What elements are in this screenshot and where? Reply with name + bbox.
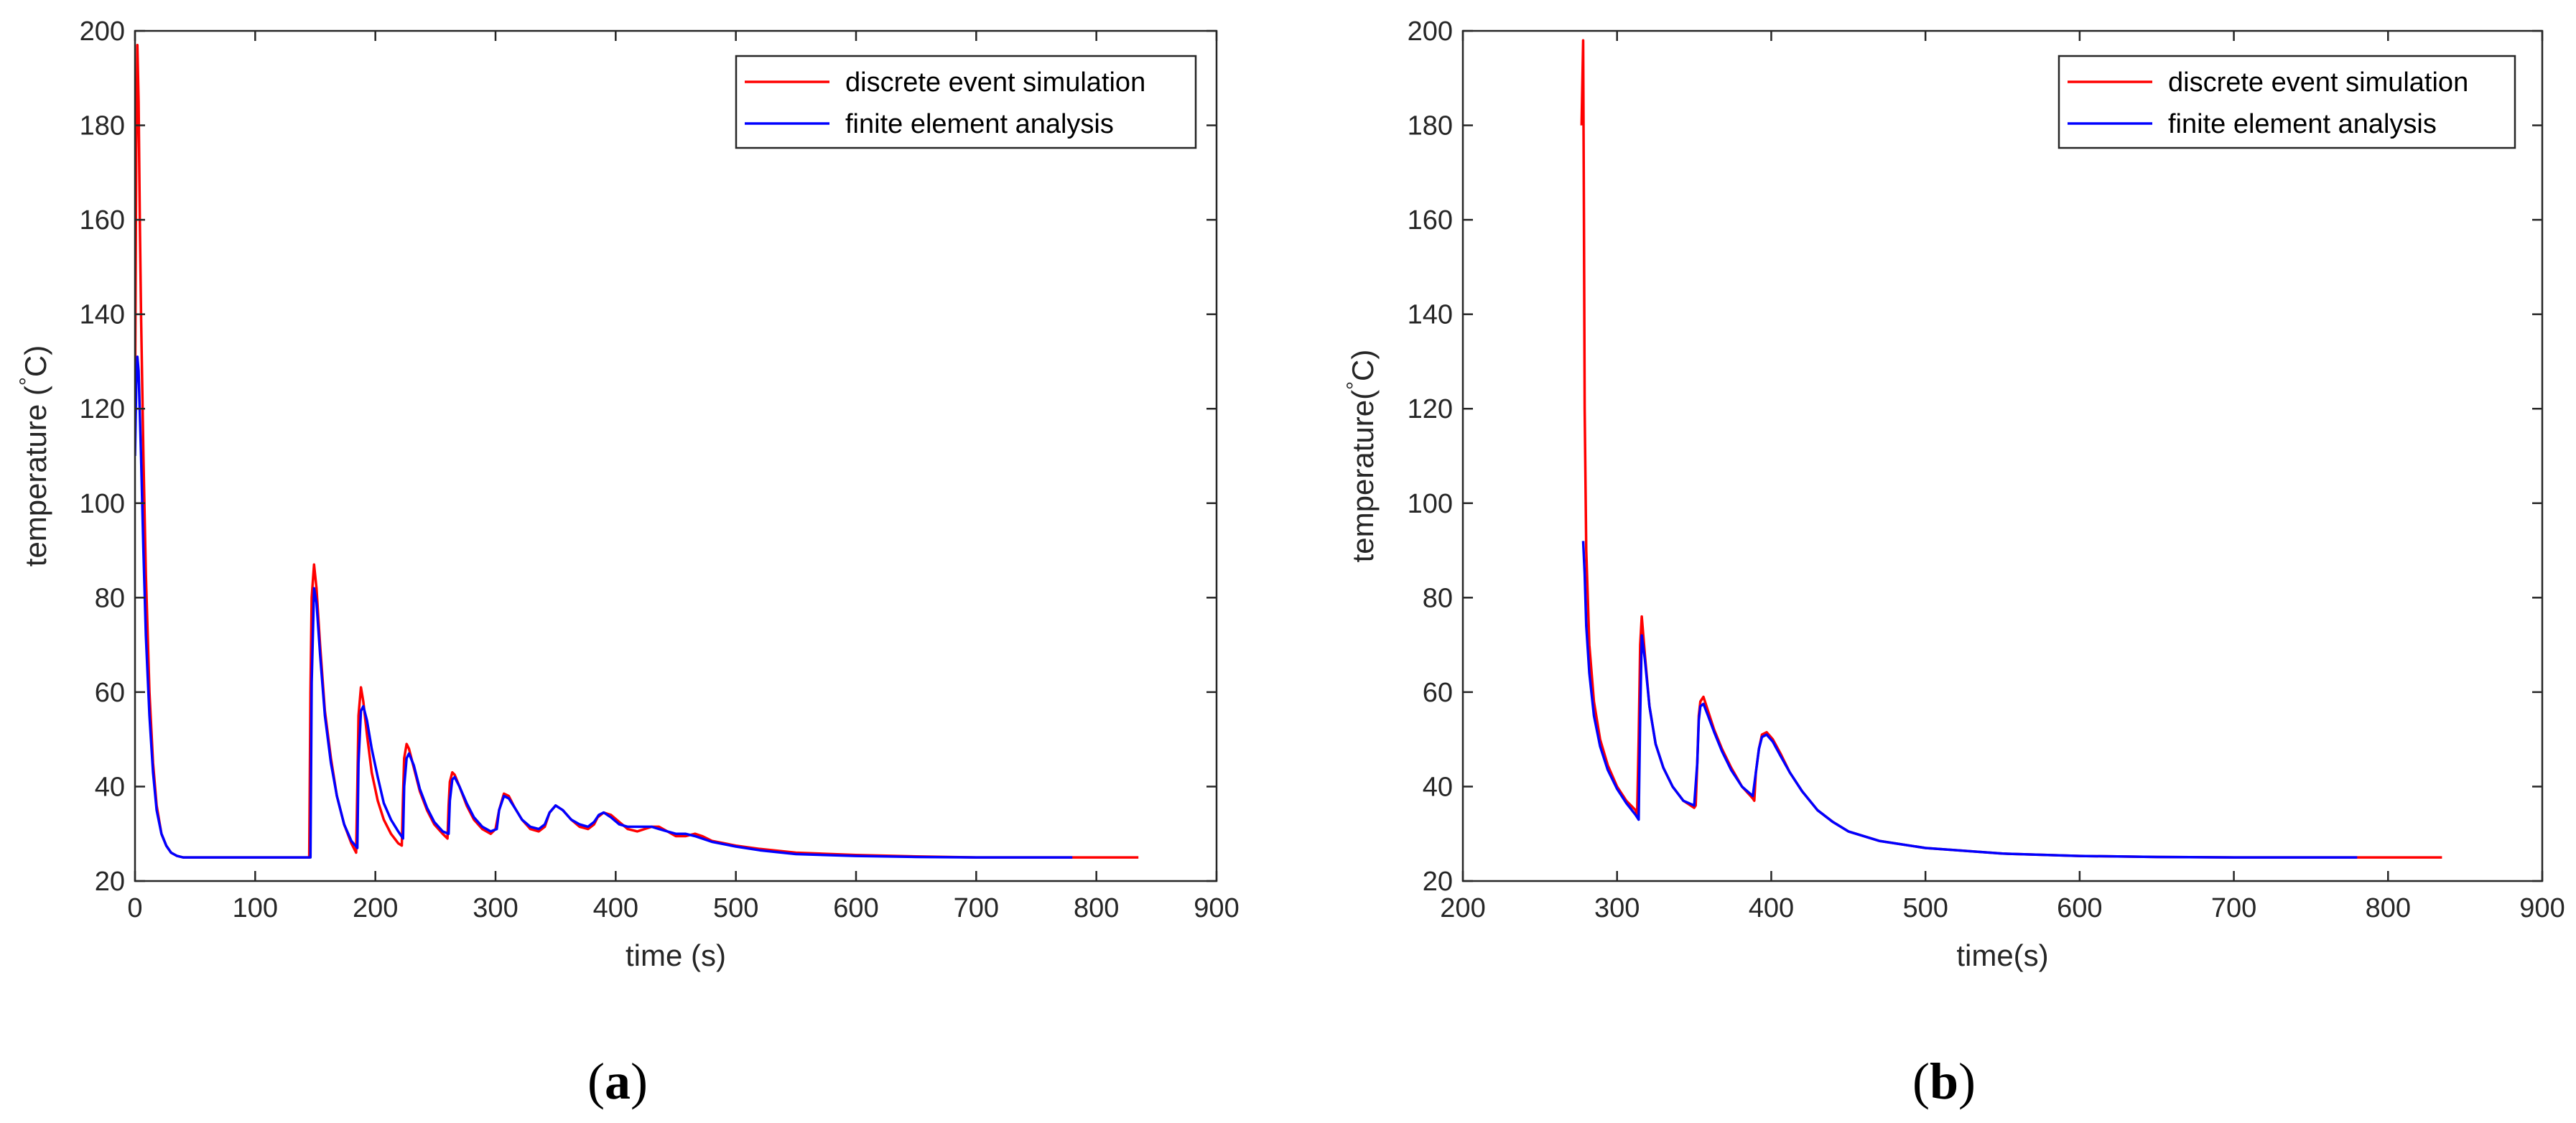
chart-b-y-axis-label-suffix: C) [1346, 350, 1380, 381]
chart-a-y-axis-label-suffix: C) [19, 345, 52, 377]
chart-b-legend-label-fea: finite element analysis [2168, 109, 2437, 139]
chart-a-x-tick-label: 0 [127, 893, 142, 923]
chart-a-y-tick-label: 120 [80, 394, 125, 424]
chart-a-panel-label: (a) [587, 1053, 648, 1110]
chart-b-y-tick-label: 100 [1408, 489, 1453, 519]
chart-a-y-tick-label: 140 [80, 300, 125, 330]
chart-b-y-tick-label: 60 [1423, 678, 1453, 708]
chart-a-y-tick-label: 20 [95, 867, 125, 897]
chart-a-axes-box [134, 29, 1218, 882]
chart-a-x-tick-label: 300 [473, 893, 518, 923]
chart-b-x-tick-label: 900 [2519, 893, 2565, 923]
chart-a-x-tick-label: 200 [353, 893, 398, 923]
chart-b-legend-box [2057, 55, 2516, 149]
chart-a-x-tick-label: 600 [833, 893, 878, 923]
chart-a-y-tick-label: 160 [80, 205, 125, 236]
chart-b-x-tick-label: 500 [1902, 893, 1948, 923]
chart-b-y-tick-label: 180 [1408, 111, 1453, 141]
chart-b-y-tick-label: 160 [1408, 205, 1453, 236]
chart-b-x-tick-label: 800 [2366, 893, 2411, 923]
chart-a-y-axis-label-prefix: temperature ( [19, 386, 52, 567]
chart-b-legend: discrete event simulation finite element … [2057, 55, 2516, 149]
chart-b-x-axis-label: time(s) [1956, 938, 2048, 972]
chart-b-y-tick-label: 20 [1423, 867, 1453, 897]
chart-b-x-tick-label: 300 [1594, 893, 1640, 923]
chart-a-x-tick-label: 100 [233, 893, 278, 923]
chart-a-x-tick-label: 700 [954, 893, 999, 923]
chart-a-legend-box [735, 55, 1197, 149]
chart-b-y-axis-label: temperature(°C) [1343, 350, 1380, 563]
chart-b-panel-label: (b) [1912, 1053, 1976, 1110]
chart-a-y-tick-label: 100 [80, 489, 125, 519]
chart-a-y-tick-label: 180 [80, 111, 125, 141]
chart-b-y-tick-label: 120 [1408, 394, 1453, 424]
chart-a-legend-label-des: discrete event simulation [845, 67, 1145, 98]
chart-b-x-tick-label: 600 [2057, 893, 2102, 923]
chart-a-x-tick-label: 800 [1074, 893, 1119, 923]
chart-a-series-line-fea [135, 355, 1073, 859]
chart-b-legend-label-des: discrete event simulation [2168, 67, 2468, 98]
chart-b-y-tick-label: 200 [1408, 17, 1453, 47]
chart-panel-a: 0 100 200 300 400 500 600 700 800 900 20 40 60 80 100 1… [16, 17, 1240, 1110]
chart-b-plot-area [1463, 31, 2542, 881]
chart-a-x-tick-label: 900 [1194, 893, 1239, 923]
chart-b-y-tick-label: 140 [1408, 300, 1453, 330]
chart-b-y-tick-label: 40 [1423, 772, 1453, 802]
chart-b-panel-label-letter: b [1930, 1053, 1958, 1110]
chart-a-x-tick-label: 500 [713, 893, 758, 923]
chart-a-y-axis-label-degree: ° [16, 377, 39, 386]
chart-b-y-tick-label: 80 [1423, 583, 1453, 613]
chart-b-x-tick-label: 700 [2211, 893, 2256, 923]
chart-a-y-axis-label: temperature (°C) [16, 345, 52, 567]
chart-a-panel-label-open: ( [587, 1053, 605, 1110]
chart-b-series-line-fea [1581, 541, 2358, 859]
chart-a-y-tick-label: 200 [80, 17, 125, 47]
chart-b-y-axis-label-degree: ° [1343, 381, 1367, 390]
chart-a-y-tick-label: 60 [95, 678, 125, 708]
chart-b-panel-label-close: ) [1958, 1053, 1976, 1110]
chart-b-panel-label-open: ( [1912, 1053, 1930, 1110]
chart-a-panel-label-close: ) [631, 1053, 648, 1110]
chart-a-x-axis-label: time (s) [626, 938, 726, 972]
chart-b-x-tick-label: 200 [1440, 893, 1485, 923]
chart-a-x-tick-label: 400 [593, 893, 638, 923]
chart-a-legend: discrete event simulation finite element … [735, 55, 1197, 149]
chart-b-y-axis-label-prefix: temperature( [1346, 390, 1380, 562]
chart-a-plot-area [135, 31, 1217, 881]
chart-b-x-tick-label: 400 [1749, 893, 1794, 923]
chart-b-axes-box [1461, 29, 2544, 882]
chart-a-y-tick-label: 80 [95, 583, 125, 613]
chart-a-y-tick-label: 40 [95, 772, 125, 802]
chart-a-legend-label-fea: finite element analysis [845, 109, 1114, 139]
chart-panel-b: 200 300 400 500 600 700 800 900 20 40 60 80 100 120 14… [1343, 17, 2565, 1110]
chart-a-panel-label-letter: a [605, 1053, 631, 1110]
